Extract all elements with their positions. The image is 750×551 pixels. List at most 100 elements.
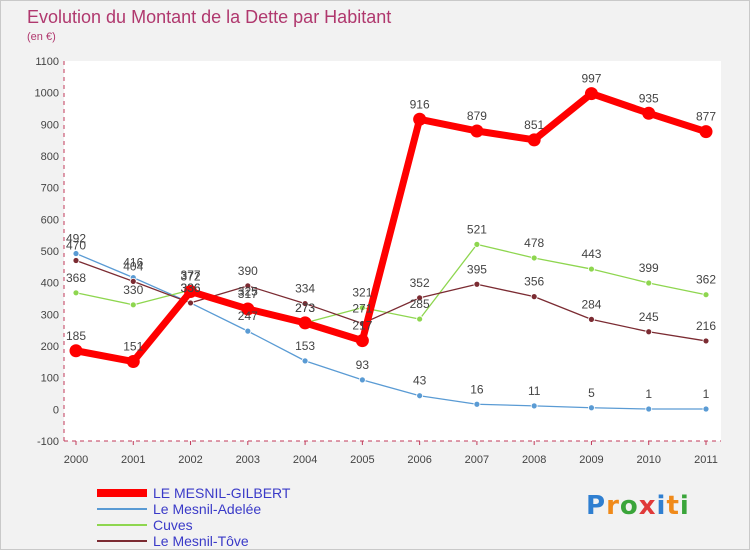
y-tick-label: 700	[41, 183, 59, 195]
legend-label-1: Le Mesnil-Adelée	[153, 501, 262, 517]
data-label: 153	[295, 339, 315, 353]
data-label: 521	[467, 222, 487, 236]
x-tick-label: 2008	[522, 454, 546, 466]
data-point	[473, 240, 481, 248]
chart-title: Evolution du Montant de la Dette par Hab…	[27, 7, 392, 27]
legend-swatch-2	[97, 524, 147, 526]
data-point	[527, 133, 541, 147]
logo-letter: P	[586, 491, 607, 521]
logo-letter: i	[679, 491, 690, 521]
data-point	[702, 291, 710, 299]
data-label: 5	[588, 386, 595, 400]
data-point	[187, 299, 194, 307]
data-label: 404	[123, 259, 143, 273]
x-tick-label: 2003	[236, 454, 260, 466]
data-label: 416	[123, 256, 143, 270]
logo-letter: x	[638, 491, 657, 521]
data-label: 11	[528, 384, 541, 398]
data-label: 247	[238, 309, 258, 323]
y-tick-label: 300	[41, 309, 59, 321]
data-point	[530, 293, 538, 301]
data-label: 362	[696, 273, 716, 287]
data-point	[588, 265, 595, 273]
x-tick-label: 2002	[178, 454, 202, 466]
data-point	[588, 404, 595, 412]
x-tick-label: 2010	[636, 454, 660, 466]
data-label: 997	[581, 72, 601, 86]
legend-label-2: Cuves	[153, 517, 193, 533]
y-tick-label: 1000	[35, 88, 59, 100]
data-point	[470, 124, 484, 138]
data-label: 368	[66, 271, 86, 285]
data-label: 916	[410, 97, 430, 111]
data-label: 443	[581, 247, 601, 261]
data-point	[355, 334, 369, 348]
logo-letter: t	[666, 491, 680, 521]
data-point	[129, 301, 137, 309]
data-point	[530, 254, 538, 262]
legend-swatch-1	[97, 508, 147, 510]
data-label: 851	[524, 118, 544, 132]
data-point	[530, 402, 538, 410]
y-tick-label: 200	[41, 341, 59, 353]
data-point	[301, 357, 309, 365]
data-label: 336	[181, 281, 201, 295]
data-point	[702, 337, 710, 345]
data-label: 877	[696, 110, 716, 124]
data-label: 217	[352, 319, 372, 333]
data-point	[416, 294, 424, 302]
y-tick-label: 0	[53, 404, 59, 416]
data-label: 330	[123, 283, 143, 297]
logo-letter: r	[606, 491, 620, 521]
data-point	[416, 315, 424, 323]
data-label: 377	[181, 268, 201, 282]
data-label: 245	[639, 310, 659, 324]
data-point	[244, 282, 252, 290]
data-label: 399	[639, 261, 659, 275]
data-label: 285	[410, 297, 430, 311]
data-label: 334	[295, 282, 315, 296]
data-point	[241, 302, 255, 316]
data-label: 390	[238, 264, 258, 278]
data-label: 321	[352, 286, 372, 300]
data-point	[473, 280, 481, 288]
data-point	[416, 392, 424, 400]
logo-letter: o	[619, 491, 639, 521]
y-tick-label: 400	[41, 278, 59, 290]
chart-legend: LE MESNIL-GILBERT Le Mesnil-Adelée Cuves…	[97, 485, 290, 549]
data-label: 151	[123, 340, 143, 354]
plot-area	[64, 61, 721, 441]
y-tick-label: -100	[37, 436, 59, 448]
data-label: 93	[356, 358, 370, 372]
data-label: 395	[467, 262, 487, 276]
data-label: 273	[295, 301, 315, 315]
legend-swatch-3	[97, 540, 147, 542]
proxiti-logo: Proxiti	[586, 491, 690, 521]
x-tick-label: 2004	[293, 454, 317, 466]
data-label: 43	[413, 374, 427, 388]
data-label: 372	[181, 270, 201, 284]
data-point	[699, 125, 713, 139]
data-point	[358, 304, 366, 312]
legend-item-series-3: Le Mesnil-Tôve	[97, 533, 290, 549]
data-label: 317	[238, 287, 258, 301]
data-label: 492	[66, 232, 86, 246]
x-tick-label: 2011	[694, 454, 718, 466]
y-tick-label: 1100	[35, 56, 59, 68]
data-label: 16	[470, 382, 484, 396]
x-tick-label: 2001	[121, 454, 145, 466]
y-tick-label: 900	[41, 119, 59, 131]
data-point	[301, 300, 309, 307]
data-point	[645, 279, 653, 287]
data-label: 356	[524, 275, 544, 289]
x-tick-label: 2007	[465, 454, 489, 466]
y-tick-label: 100	[41, 373, 59, 385]
data-label: 935	[639, 91, 659, 105]
data-label: 325	[238, 284, 258, 298]
data-point	[244, 327, 252, 335]
legend-label-3: Le Mesnil-Tôve	[153, 533, 249, 549]
data-point	[184, 285, 198, 299]
data-point	[69, 344, 83, 358]
